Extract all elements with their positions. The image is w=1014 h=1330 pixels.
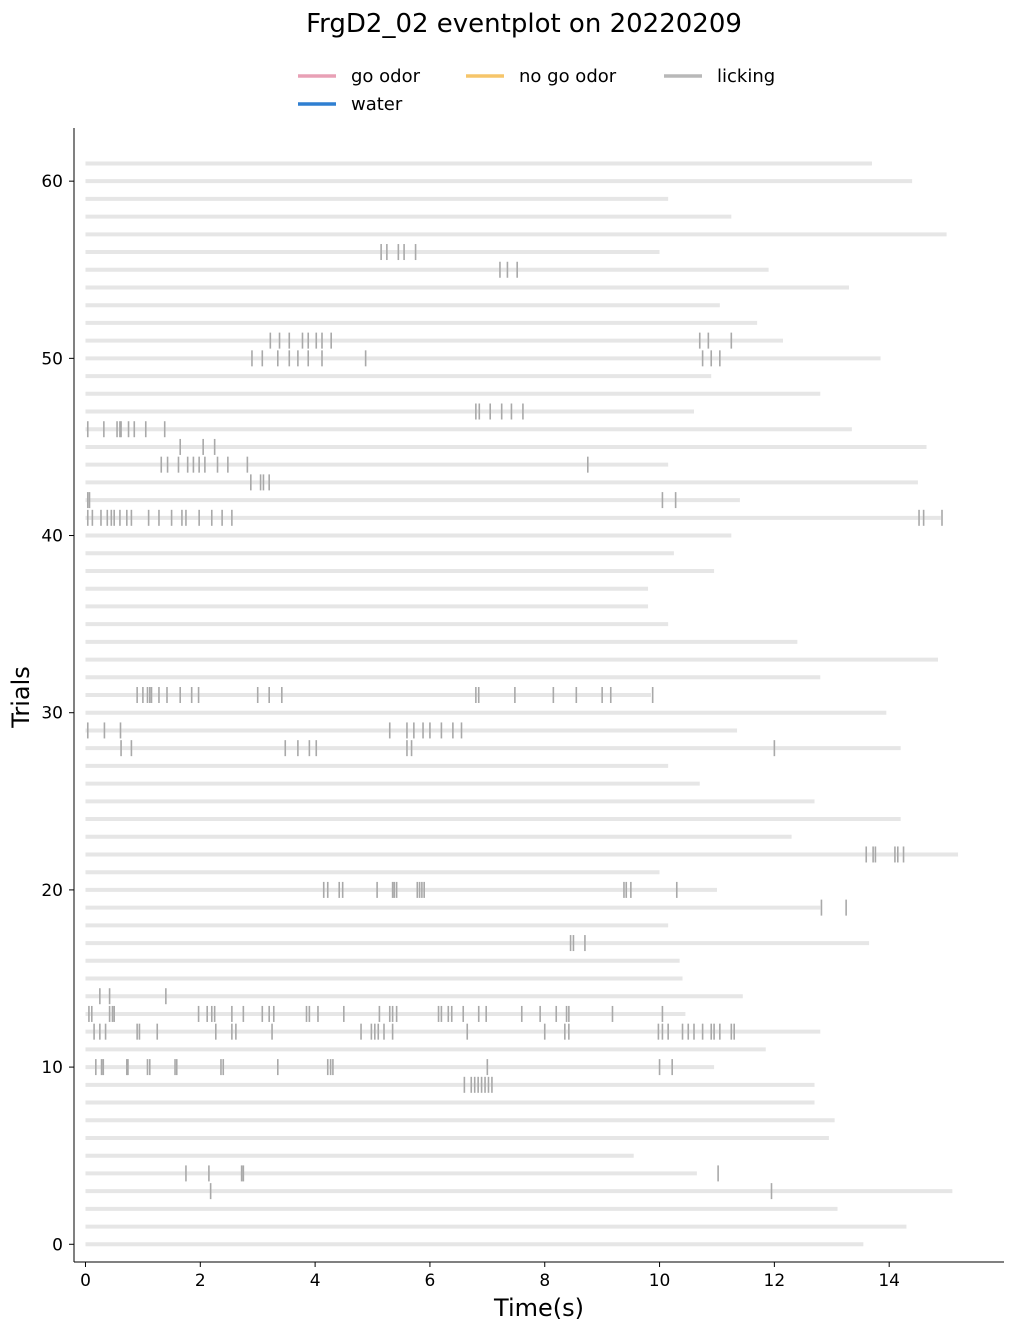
y-tick-label-40: 40 bbox=[41, 527, 63, 547]
x-tick-label-8: 8 bbox=[539, 1271, 550, 1291]
y-tick-label-0: 0 bbox=[52, 1235, 63, 1255]
y-tick-label-50: 50 bbox=[41, 349, 63, 369]
legend-label-no-go-odor: no go odor bbox=[519, 66, 617, 87]
y-tick-label-60: 60 bbox=[41, 172, 63, 192]
x-tick-label-2: 2 bbox=[195, 1271, 206, 1291]
legend-label-go-odor: go odor bbox=[351, 66, 421, 87]
legend-label-water: water bbox=[351, 94, 403, 115]
x-tick-label-6: 6 bbox=[425, 1271, 436, 1291]
plot-area bbox=[85, 161, 959, 1247]
y-axis-label: Trials bbox=[7, 666, 35, 729]
trial-bars bbox=[85, 161, 959, 1247]
y-axis-ticks: 0 10 20 30 40 50 60 bbox=[41, 172, 74, 1255]
x-tick-label-12: 12 bbox=[764, 1271, 786, 1291]
x-tick-label-14: 14 bbox=[878, 1271, 900, 1291]
x-tick-label-10: 10 bbox=[649, 1271, 671, 1291]
y-tick-label-30: 30 bbox=[41, 704, 63, 724]
legend: go odor no go odor licking water bbox=[298, 66, 775, 115]
x-axis-ticks: 0 2 4 6 8 10 12 14 bbox=[80, 1262, 900, 1291]
x-tick-label-4: 4 bbox=[310, 1271, 321, 1291]
lick-events bbox=[86, 244, 943, 1200]
legend-label-licking: licking bbox=[717, 66, 775, 87]
x-tick-label-0: 0 bbox=[80, 1271, 91, 1291]
x-axis-label: Time(s) bbox=[493, 1294, 584, 1322]
y-tick-label-20: 20 bbox=[41, 881, 63, 901]
chart-title: FrgD2_02 eventplot on 20220209 bbox=[306, 9, 742, 39]
y-tick-label-10: 10 bbox=[41, 1058, 63, 1078]
